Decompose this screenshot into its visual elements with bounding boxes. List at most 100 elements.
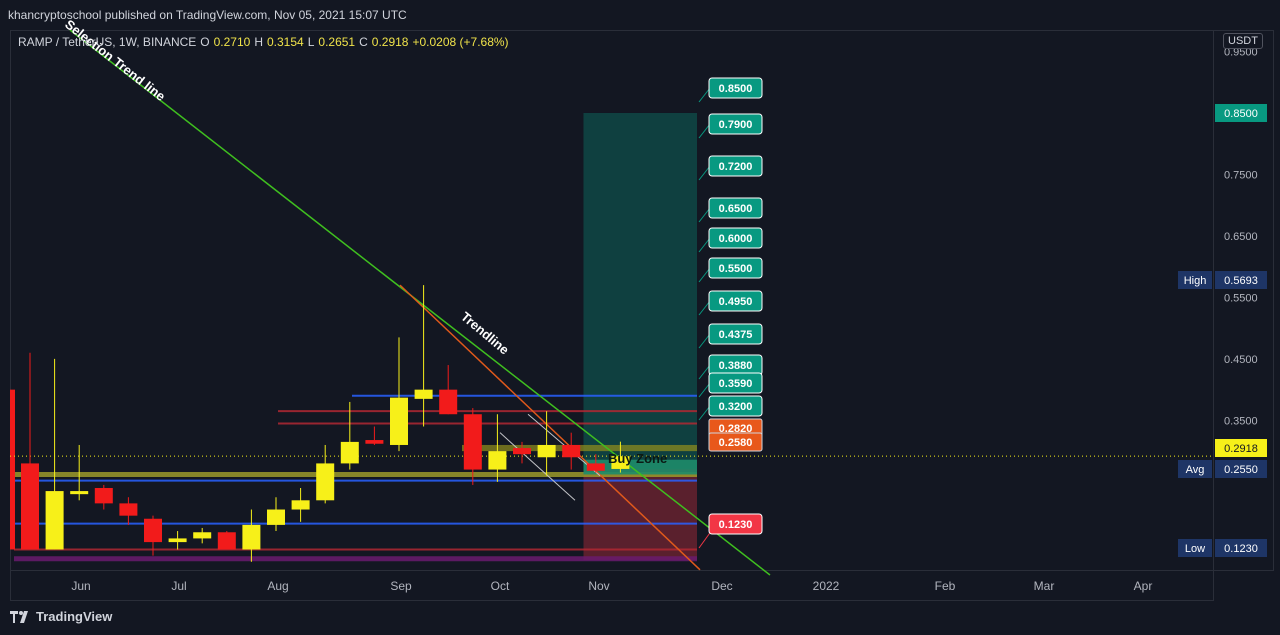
candle-body[interactable]	[168, 538, 187, 543]
target-connector	[698, 165, 711, 181]
candle-body[interactable]	[488, 451, 507, 470]
buy-level-box[interactable]	[708, 432, 763, 452]
candle-body[interactable]	[611, 456, 630, 469]
symbol-name: RAMP / TetherUS, 1W, BINANCE	[18, 35, 197, 49]
candle-body[interactable]	[291, 500, 310, 510]
x-tick-label: Jun	[71, 579, 90, 593]
candle-body[interactable]	[439, 389, 458, 415]
high-label: H	[254, 35, 263, 49]
buy-zone-label: Buy Zone	[608, 451, 667, 466]
volume-marker	[10, 389, 15, 550]
candle-body[interactable]	[94, 488, 113, 504]
candle-body[interactable]	[217, 532, 236, 550]
open-value: 0.2710	[213, 35, 251, 49]
target-label-box[interactable]	[708, 197, 763, 219]
avg-tag-label-box	[1178, 460, 1212, 478]
target-label-box[interactable]	[708, 323, 763, 345]
target-label: 0.3880	[719, 360, 753, 372]
candle-body[interactable]	[119, 503, 138, 516]
buy-level-label: 0.2580	[719, 437, 753, 449]
candle-body[interactable]	[267, 509, 285, 525]
x-tick-label: Feb	[935, 579, 956, 593]
change-value: +0.0208 (+7.68%)	[412, 35, 509, 49]
low-tag-label-box	[1178, 539, 1212, 557]
target-label: 0.6500	[719, 203, 753, 215]
candle-body[interactable]	[537, 444, 556, 458]
candle-body[interactable]	[193, 532, 212, 539]
target-connector	[698, 207, 711, 223]
target-label-box[interactable]	[708, 395, 763, 417]
target-connector	[698, 267, 711, 283]
candle-body[interactable]	[365, 440, 384, 444]
high-tag-label-box	[1178, 271, 1212, 289]
stop-zone	[583, 468, 697, 560]
price-axis[interactable]	[1214, 30, 1274, 571]
selection-trendline-label: Selection Trend line	[62, 17, 168, 104]
time-axis[interactable]	[10, 571, 1214, 601]
x-tick-label: Aug	[267, 579, 288, 593]
x-tick-label: Dec	[711, 579, 732, 593]
candle-body[interactable]	[414, 389, 433, 399]
candle-body[interactable]	[463, 414, 482, 470]
high-value: 0.3154	[267, 35, 304, 49]
low-label: L	[307, 35, 315, 49]
last-price-tag: 0.2918	[1224, 443, 1258, 455]
avg-price-tag: 0.2550	[1224, 464, 1258, 476]
trendline-label: Trendline	[458, 309, 512, 358]
target-connector	[698, 333, 711, 349]
tradingview-logo-icon	[10, 610, 28, 623]
avg-price-tag-box	[1215, 460, 1267, 478]
candle-body[interactable]	[316, 463, 335, 501]
candle-body[interactable]	[340, 441, 359, 464]
last-price-tag-box	[1215, 439, 1267, 457]
selection-trend-line[interactable]	[69, 29, 771, 576]
candle-body[interactable]	[70, 491, 89, 495]
candle-body[interactable]	[562, 444, 581, 458]
target-label-box[interactable]	[708, 227, 763, 249]
buy-level-label: 0.2820	[719, 423, 753, 435]
publish-bar: khancryptoschool published on TradingVie…	[0, 0, 1280, 30]
high-tag-label: High	[1184, 275, 1207, 287]
x-tick-label: Oct	[491, 579, 510, 593]
target-label: 0.3590	[719, 378, 753, 390]
target-label: 0.3200	[719, 401, 753, 413]
x-tick-label: Mar	[1034, 579, 1055, 593]
target-label: 0.8500	[719, 83, 753, 95]
tradingview-logo[interactable]: TradingView	[10, 609, 112, 624]
target-label-box[interactable]	[708, 290, 763, 312]
low-price-tag: 0.1230	[1224, 543, 1258, 555]
x-tick-label: Nov	[588, 579, 609, 593]
target-label-box[interactable]	[708, 77, 763, 99]
low-tag-label: Low	[1185, 543, 1205, 555]
x-tick-label: Apr	[1134, 579, 1153, 593]
target-label: 0.4375	[719, 329, 753, 341]
brand-name: TradingView	[36, 609, 113, 624]
currency-button[interactable]: USDT	[1223, 33, 1263, 49]
stop-label: 0.1230	[719, 519, 753, 531]
close-value: 0.2918	[371, 35, 409, 49]
x-tick-label: 2022	[813, 579, 840, 593]
y-tick-label: 0.7500	[1224, 169, 1258, 181]
candle-body[interactable]	[45, 491, 64, 550]
trendline[interactable]	[399, 284, 701, 571]
target-label: 0.4950	[719, 296, 753, 308]
candle-body[interactable]	[586, 463, 605, 471]
candle-body[interactable]	[390, 397, 408, 445]
target-label-box[interactable]	[708, 155, 763, 177]
target-label-box[interactable]	[708, 372, 763, 394]
target-price-tag-box	[1215, 103, 1267, 122]
stop-label-box[interactable]	[708, 513, 763, 535]
candle-body[interactable]	[144, 518, 162, 543]
candle-body[interactable]	[242, 524, 261, 550]
target-label-box[interactable]	[708, 257, 763, 279]
candle-body[interactable]	[513, 448, 531, 455]
candle-body[interactable]	[21, 463, 39, 550]
target-connector	[698, 87, 711, 103]
target-label-box[interactable]	[708, 113, 763, 135]
low-value: 0.2651	[318, 35, 356, 49]
y-tick-label: 0.3500	[1224, 415, 1258, 427]
y-tick-label: 0.4500	[1224, 354, 1258, 366]
x-tick-label: Sep	[390, 579, 412, 593]
low-price-tag-box	[1215, 539, 1267, 557]
